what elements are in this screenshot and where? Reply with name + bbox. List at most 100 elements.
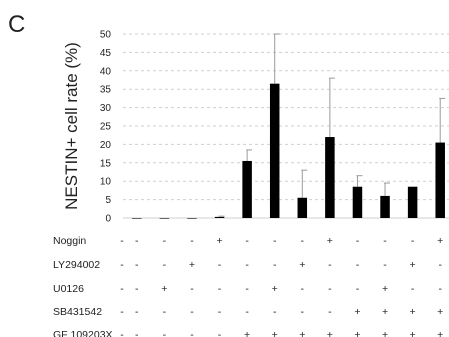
y-tick-label: 45 bbox=[100, 48, 112, 59]
treatment-sign: - bbox=[218, 259, 222, 271]
y-tick-label: 50 bbox=[100, 30, 112, 41]
bar bbox=[380, 195, 390, 218]
y-tick-label: 15 bbox=[100, 158, 112, 169]
treatment-sign: - bbox=[273, 259, 277, 271]
treatment-sign: + bbox=[410, 259, 416, 271]
treatment-sign: - bbox=[356, 259, 360, 271]
treatment-sign: - bbox=[245, 283, 249, 295]
treatment-sign: - bbox=[190, 283, 194, 295]
treatment-sign: + bbox=[161, 283, 167, 295]
treatment-sign: - bbox=[218, 306, 222, 318]
treatment-sign: - bbox=[163, 259, 167, 271]
treatment-sign: + bbox=[437, 329, 443, 337]
treatment-label: U0126 bbox=[53, 283, 84, 295]
y-tick-label: 30 bbox=[100, 103, 112, 114]
treatment-sign: + bbox=[299, 329, 305, 337]
treatment-sign: + bbox=[354, 306, 360, 318]
treatment-sign: + bbox=[189, 259, 195, 271]
treatment-sign: - bbox=[438, 283, 442, 295]
treatment-sign: - bbox=[218, 283, 222, 295]
treatment-table: Noggin - - - - + - - - + - - - +LY294002- - - + - - - + - - - + -… bbox=[53, 235, 443, 337]
treatment-sign: + bbox=[272, 329, 278, 337]
treatment-sign: + bbox=[216, 235, 222, 247]
treatment-sign: - bbox=[190, 306, 194, 318]
bar bbox=[132, 218, 142, 219]
treatment-sign: + bbox=[410, 306, 416, 318]
treatment-sign: - bbox=[135, 235, 139, 247]
treatment-sign: + bbox=[382, 283, 388, 295]
bar bbox=[242, 160, 252, 218]
treatment-sign: - bbox=[245, 306, 249, 318]
treatment-divider: - bbox=[120, 235, 124, 247]
bar bbox=[435, 142, 445, 218]
treatment-sign: - bbox=[301, 283, 305, 295]
bar bbox=[297, 197, 308, 218]
y-tick-label: 35 bbox=[100, 85, 112, 96]
treatment-sign: + bbox=[437, 235, 443, 247]
treatment-sign: - bbox=[328, 283, 332, 295]
treatment-divider: - bbox=[120, 329, 124, 337]
bar bbox=[352, 186, 363, 218]
treatment-sign: + bbox=[382, 329, 388, 337]
bars bbox=[132, 83, 445, 219]
treatment-sign: - bbox=[135, 329, 139, 337]
treatment-sign: - bbox=[356, 235, 360, 247]
y-tick-label: 5 bbox=[105, 195, 111, 206]
treatment-sign: + bbox=[382, 306, 388, 318]
y-axis-label: NESTIN+ cell rate (%) bbox=[62, 42, 81, 210]
treatment-sign: - bbox=[163, 306, 167, 318]
bar bbox=[269, 83, 280, 219]
error-bars bbox=[218, 33, 446, 217]
treatment-sign: + bbox=[410, 329, 416, 337]
treatment-sign: - bbox=[135, 283, 139, 295]
treatment-sign: - bbox=[245, 235, 249, 247]
panel-label: C bbox=[8, 11, 25, 38]
treatment-sign: - bbox=[356, 283, 360, 295]
treatment-sign: - bbox=[301, 306, 305, 318]
treatment-divider: - bbox=[120, 283, 124, 295]
treatment-sign: + bbox=[354, 329, 360, 337]
treatment-sign: + bbox=[299, 259, 305, 271]
treatment-sign: - bbox=[163, 235, 167, 247]
y-tick-label: 20 bbox=[100, 140, 112, 151]
y-tick-labels: 0 5 10 15 20 25 30 35 40 45 50 bbox=[100, 30, 112, 225]
bar bbox=[325, 137, 335, 218]
treatment-sign: - bbox=[438, 259, 442, 271]
treatment-sign: + bbox=[327, 329, 333, 337]
treatment-divider: - bbox=[120, 259, 124, 271]
bar bbox=[159, 218, 170, 219]
treatment-sign: + bbox=[272, 283, 278, 295]
treatment-sign: - bbox=[135, 259, 139, 271]
treatment-label: LY294002 bbox=[53, 259, 100, 271]
treatment-sign: - bbox=[383, 259, 387, 271]
bar bbox=[407, 186, 418, 218]
y-tick-label: 10 bbox=[100, 177, 112, 188]
treatment-sign: - bbox=[135, 306, 139, 318]
treatment-sign: - bbox=[301, 235, 305, 247]
treatment-sign: + bbox=[327, 235, 333, 247]
treatment-label: SB431542 bbox=[53, 306, 102, 318]
treatment-sign: - bbox=[163, 329, 167, 337]
treatment-sign: - bbox=[273, 306, 277, 318]
y-tick-label: 40 bbox=[100, 66, 112, 77]
treatment-sign: - bbox=[411, 235, 415, 247]
treatment-sign: - bbox=[190, 329, 194, 337]
treatment-sign: - bbox=[190, 235, 194, 247]
treatment-label: GF 109203X bbox=[53, 329, 113, 337]
treatment-sign: - bbox=[411, 283, 415, 295]
treatment-sign: - bbox=[328, 306, 332, 318]
y-tick-label: 25 bbox=[100, 122, 112, 133]
treatment-sign: - bbox=[218, 329, 222, 337]
treatment-sign: - bbox=[245, 259, 249, 271]
treatment-label: Noggin bbox=[53, 235, 86, 247]
treatment-sign: - bbox=[383, 235, 387, 247]
treatment-sign: + bbox=[437, 306, 443, 318]
treatment-sign: + bbox=[244, 329, 250, 337]
gridlines bbox=[123, 33, 449, 219]
treatment-sign: - bbox=[273, 235, 277, 247]
bar bbox=[214, 216, 225, 218]
y-tick-label: 0 bbox=[105, 214, 111, 225]
bar bbox=[187, 218, 197, 219]
treatment-divider: - bbox=[120, 306, 124, 318]
